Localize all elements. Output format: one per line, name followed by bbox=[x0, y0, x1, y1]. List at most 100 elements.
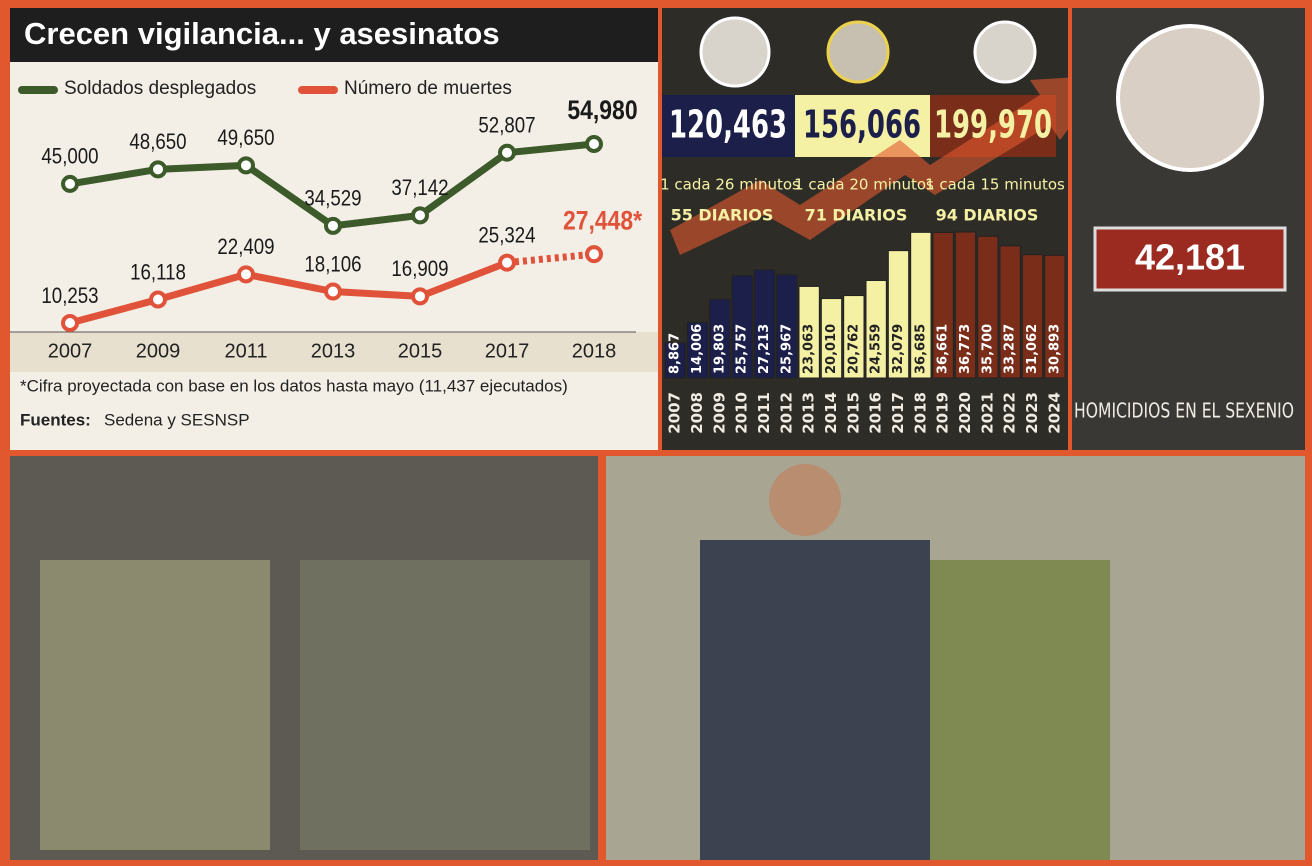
group-rate: 1 cada 26 minutos bbox=[660, 176, 800, 194]
group-total: 156,066 bbox=[803, 103, 921, 147]
data-label: 19,803 bbox=[712, 324, 727, 374]
group-daily: 55 DIARIOS bbox=[671, 206, 774, 225]
point bbox=[149, 160, 167, 179]
point bbox=[498, 253, 516, 272]
note: *Cifra proyectada con base en los datos … bbox=[20, 376, 568, 395]
data-label: 25,757 bbox=[735, 324, 750, 374]
bar bbox=[843, 295, 865, 379]
point bbox=[61, 174, 79, 193]
x-tick-label: 2017 bbox=[889, 392, 907, 434]
point bbox=[498, 143, 516, 162]
point bbox=[324, 282, 342, 301]
legend-label: Soldados desplegados bbox=[64, 78, 256, 99]
data-label: 18,106 bbox=[304, 253, 361, 277]
x-tick-label: 2019 bbox=[934, 392, 952, 434]
data-label: 36,661 bbox=[936, 324, 951, 374]
point bbox=[411, 287, 429, 306]
data-label: 33,287 bbox=[1003, 324, 1018, 374]
x-tick-label: 2011 bbox=[224, 340, 267, 362]
x-tick-label: 2017 bbox=[485, 340, 530, 362]
data-label: 20,010 bbox=[824, 324, 839, 374]
x-tick-label: 2012 bbox=[777, 392, 795, 434]
total-box bbox=[1093, 226, 1287, 292]
x-tick-label: 2009 bbox=[136, 340, 181, 362]
data-label: 36,773 bbox=[958, 324, 973, 374]
data-label: 27,448* bbox=[563, 206, 642, 236]
group-rate: 1 cada 20 minutos bbox=[794, 176, 934, 194]
axis-band bbox=[10, 332, 658, 372]
point bbox=[585, 245, 603, 264]
point bbox=[411, 206, 429, 225]
head bbox=[769, 464, 841, 536]
x-tick-label: 2015 bbox=[398, 340, 443, 362]
data-label: 25,967 bbox=[779, 324, 794, 374]
portrait bbox=[826, 20, 890, 84]
x-tick-label: 2020 bbox=[956, 392, 974, 434]
source-label: Fuentes: bbox=[20, 410, 91, 429]
data-label: 34,529 bbox=[304, 187, 361, 211]
data-label: 37,142 bbox=[391, 177, 448, 201]
panel-caption: HOMICIDIOS EN EL SEXENIO bbox=[1074, 399, 1294, 423]
title-bar bbox=[10, 8, 658, 62]
total-box bbox=[662, 95, 795, 157]
bar bbox=[798, 285, 820, 379]
x-tick-label: 2018 bbox=[911, 392, 929, 434]
point bbox=[324, 216, 342, 235]
data-label: 8,867 bbox=[668, 333, 683, 374]
group-total: 199,970 bbox=[934, 103, 1052, 147]
bar bbox=[1021, 254, 1044, 379]
point bbox=[61, 313, 79, 332]
x-tick-label: 2021 bbox=[978, 392, 996, 434]
group-rate: 1 cada 15 minutos bbox=[925, 176, 1065, 194]
bar bbox=[977, 235, 999, 379]
point bbox=[585, 135, 603, 153]
bar bbox=[865, 279, 887, 379]
group-total: 120,463 bbox=[669, 103, 787, 147]
portrait bbox=[973, 20, 1037, 84]
x-tick-label: 2016 bbox=[867, 392, 885, 434]
data-label: 36,685 bbox=[913, 324, 928, 374]
data-label: 35,700 bbox=[980, 324, 995, 374]
data-label: 49,650 bbox=[217, 127, 274, 151]
x-tick-label: 2013 bbox=[311, 340, 356, 362]
projected-line bbox=[506, 250, 595, 267]
x-tick-label: 2024 bbox=[1045, 392, 1063, 434]
bar bbox=[887, 250, 910, 379]
bar bbox=[932, 231, 954, 379]
data-label: 27,213 bbox=[757, 324, 772, 374]
photo-figure bbox=[300, 560, 590, 850]
source: Sedena y SESNSP bbox=[104, 410, 250, 429]
data-label: 24,559 bbox=[869, 324, 884, 374]
photo-figure bbox=[40, 560, 270, 850]
bar bbox=[1044, 254, 1066, 379]
bar bbox=[820, 298, 843, 379]
panel-total: 42,181 bbox=[1135, 237, 1245, 278]
data-label: 30,893 bbox=[1047, 324, 1062, 374]
point bbox=[237, 156, 255, 175]
data-label: 16,909 bbox=[391, 258, 448, 282]
bar bbox=[686, 321, 709, 379]
x-tick-label: 2007 bbox=[48, 340, 93, 362]
data-label: 48,650 bbox=[129, 131, 186, 155]
bar bbox=[776, 274, 798, 379]
data-label: 23,063 bbox=[802, 324, 817, 374]
portrait bbox=[1116, 24, 1264, 172]
series-line bbox=[69, 259, 509, 327]
bar bbox=[954, 231, 977, 379]
x-tick-label: 2023 bbox=[1023, 392, 1041, 434]
data-label: 16,118 bbox=[130, 261, 186, 285]
bar bbox=[753, 269, 776, 379]
group-daily: 94 DIARIOS bbox=[936, 206, 1039, 225]
bar bbox=[999, 245, 1021, 379]
bar bbox=[731, 275, 753, 379]
bar bbox=[664, 342, 686, 379]
point bbox=[149, 290, 167, 309]
group-daily: 71 DIARIOS bbox=[805, 206, 908, 225]
trend-arrow bbox=[670, 75, 1110, 255]
data-label: 20,762 bbox=[846, 324, 861, 374]
data-label: 54,980 bbox=[567, 95, 637, 125]
man-in-suit bbox=[700, 540, 930, 860]
data-label: 31,062 bbox=[1025, 324, 1040, 374]
data-label: 25,324 bbox=[478, 224, 535, 248]
